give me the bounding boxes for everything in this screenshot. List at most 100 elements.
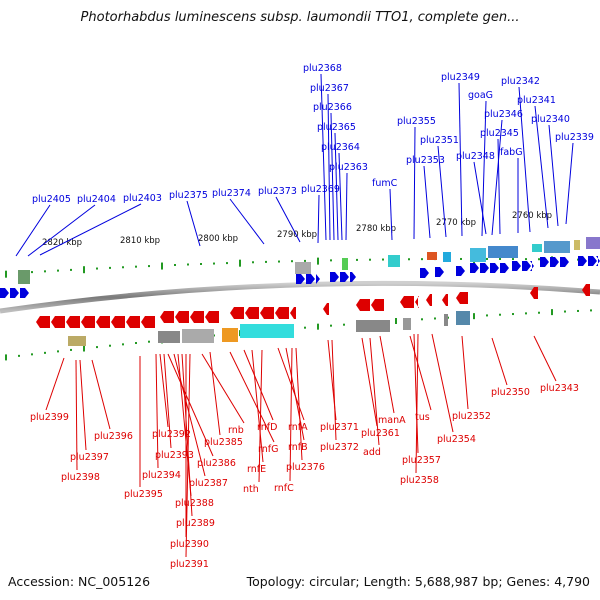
reverse-gene-arrow[interactable] [205,311,219,323]
gene-label-rnfA[interactable]: rnfA [288,422,308,433]
forward-gene-arrow[interactable] [512,261,521,271]
forward-gene-arrow[interactable] [480,263,489,273]
feature-box[interactable] [18,270,30,284]
forward-gene-arrow[interactable] [350,272,356,282]
gene-label-plu2387[interactable]: plu2387 [189,478,228,489]
gene-label-plu2386[interactable]: plu2386 [197,458,236,469]
gene-label-plu2376[interactable]: plu2376 [286,462,325,473]
gene-label-plu2399[interactable]: plu2399 [30,412,69,423]
reverse-gene-arrow[interactable] [356,299,370,311]
gene-label-rnfD[interactable]: rnfD [257,422,277,433]
gene-label-plu2391[interactable]: plu2391 [170,559,209,570]
reverse-gene-arrow[interactable] [175,311,189,323]
gene-label-plu2345[interactable]: plu2345 [480,128,519,139]
feature-box[interactable] [444,314,448,326]
gene-label-plu2350[interactable]: plu2350 [491,387,530,398]
gene-label-plu2365[interactable]: plu2365 [317,122,356,133]
gene-label-plu2393[interactable]: plu2393 [155,450,194,461]
gene-label-plu2394[interactable]: plu2394 [142,470,181,481]
gene-label-rnfC[interactable]: rnfC [274,483,294,494]
gene-label-plu2346[interactable]: plu2346 [484,109,523,120]
feature-box[interactable] [295,262,311,274]
reverse-gene-arrow[interactable] [530,287,538,299]
reverse-gene-arrow[interactable] [260,307,274,319]
gene-label-plu2375[interactable]: plu2375 [169,190,208,201]
forward-gene-arrow[interactable] [340,272,349,282]
gene-label-plu2396[interactable]: plu2396 [94,431,133,442]
feature-box[interactable] [532,244,542,252]
gene-label-rnfG[interactable]: rnfG [258,444,278,455]
gene-label-rnfE[interactable]: rnfE [247,464,266,475]
feature-box[interactable] [456,311,470,325]
feature-box[interactable] [574,240,580,250]
feature-box[interactable] [443,252,451,262]
forward-gene-arrow[interactable] [500,263,509,273]
feature-box[interactable] [68,336,86,346]
gene-label-add[interactable]: add [363,447,381,458]
reverse-gene-arrow[interactable] [81,316,95,328]
forward-gene-arrow[interactable] [470,263,479,273]
forward-gene-arrow[interactable] [540,257,549,267]
reverse-gene-arrow[interactable] [275,307,289,319]
gene-label-plu2385[interactable]: plu2385 [204,437,243,448]
gene-label-plu2367[interactable]: plu2367 [310,83,349,94]
gene-label-plu2352[interactable]: plu2352 [452,411,491,422]
reverse-gene-arrow[interactable] [51,316,65,328]
gene-label-plu2368[interactable]: plu2368 [303,63,342,74]
gene-label-plu2405[interactable]: plu2405 [32,194,71,205]
gene-label-rnfB[interactable]: rnfB [288,442,308,453]
feature-box[interactable] [488,246,518,258]
reverse-gene-arrow[interactable] [400,296,414,308]
gene-label-plu2373[interactable]: plu2373 [258,186,297,197]
feature-box[interactable] [388,255,400,267]
gene-label-plu2342[interactable]: plu2342 [501,76,540,87]
gene-label-plu2349[interactable]: plu2349 [441,72,480,83]
gene-label-plu2353[interactable]: plu2353 [406,155,445,166]
reverse-gene-arrow[interactable] [456,292,468,304]
gene-label-plu2341[interactable]: plu2341 [517,95,556,106]
gene-label-plu2363[interactable]: plu2363 [329,162,368,173]
feature-box[interactable] [222,328,238,342]
forward-gene-arrow[interactable] [20,288,29,298]
forward-gene-arrow[interactable] [560,257,569,267]
gene-label-plu2366[interactable]: plu2366 [313,102,352,113]
feature-box[interactable] [342,258,348,270]
reverse-gene-arrow[interactable] [96,316,110,328]
reverse-gene-arrow[interactable] [290,307,296,319]
gene-label-plu2355[interactable]: plu2355 [397,116,436,127]
gene-label-plu2354[interactable]: plu2354 [437,434,476,445]
gene-label-plu2398[interactable]: plu2398 [61,472,100,483]
gene-label-plu2395[interactable]: plu2395 [124,489,163,500]
feature-box[interactable] [158,331,180,343]
forward-gene-arrow[interactable] [435,267,444,277]
reverse-gene-arrow[interactable] [111,316,125,328]
gene-label-plu2392[interactable]: plu2392 [152,429,191,440]
feature-box[interactable] [356,320,390,332]
forward-gene-arrow[interactable] [456,266,465,276]
gene-label-plu2340[interactable]: plu2340 [531,114,570,125]
forward-gene-arrow[interactable] [522,261,531,271]
reverse-gene-arrow[interactable] [323,303,329,315]
forward-gene-arrow[interactable] [530,261,534,271]
forward-gene-arrow[interactable] [316,274,320,284]
feature-box[interactable] [586,237,600,249]
forward-gene-arrow[interactable] [296,274,305,284]
forward-gene-arrow[interactable] [420,268,429,278]
forward-gene-arrow[interactable] [588,256,597,266]
feature-box[interactable] [403,318,411,330]
reverse-gene-arrow[interactable] [141,316,155,328]
gene-label-plu2358[interactable]: plu2358 [400,475,439,486]
feature-box[interactable] [427,252,437,260]
forward-gene-arrow[interactable] [578,256,587,266]
feature-box[interactable] [240,324,294,338]
forward-gene-arrow[interactable] [490,263,499,273]
forward-gene-arrow[interactable] [550,257,559,267]
gene-label-plu2339[interactable]: plu2339 [555,132,594,143]
reverse-gene-arrow[interactable] [190,311,204,323]
reverse-gene-arrow[interactable] [415,296,419,308]
reverse-gene-arrow[interactable] [442,294,448,306]
gene-label-plu2348[interactable]: plu2348 [456,151,495,162]
feature-box[interactable] [544,241,570,253]
reverse-gene-arrow[interactable] [126,316,140,328]
forward-gene-arrow[interactable] [0,288,9,298]
